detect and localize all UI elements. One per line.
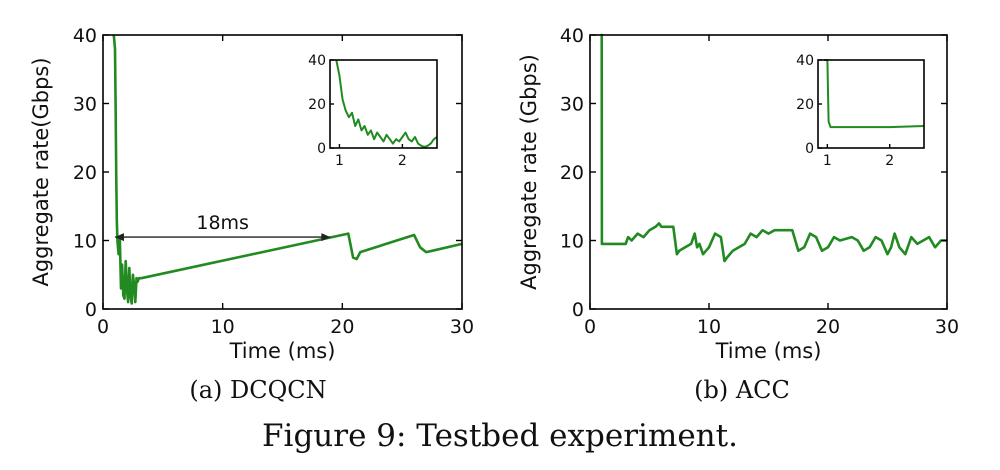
subcaption-b: (b) ACC xyxy=(694,376,790,404)
annotation-arrowhead-right xyxy=(321,233,331,242)
y-tick-label-a-1: 10 xyxy=(73,231,97,253)
y-tick-label-a-2: 20 xyxy=(73,162,97,184)
inset-background-a xyxy=(330,60,437,148)
inset-y-tick-label-b-2: 40 xyxy=(796,53,814,69)
x-tick-label-b-3: 30 xyxy=(935,316,959,338)
y-tick-label-b-0: 0 xyxy=(572,299,584,321)
inset-y-tick-label-a-0: 0 xyxy=(317,141,326,157)
x-tick-label-b-0: 0 xyxy=(584,316,596,338)
y-axis-label-b: Aggregate rate (Gbps) xyxy=(517,54,541,290)
x-tick-label-a-0: 0 xyxy=(97,316,109,338)
series-line-b-0 xyxy=(600,33,947,263)
inset-x-tick-label-a-1: 2 xyxy=(398,153,407,169)
inset-y-tick-label-b-1: 20 xyxy=(796,97,814,113)
annotation-arrowhead-left xyxy=(114,233,124,242)
subcaption-a: (a) DCQCN xyxy=(189,376,326,404)
x-tick-label-b-2: 20 xyxy=(816,316,840,338)
inset-y-tick-label-b-0: 0 xyxy=(805,141,814,157)
y-tick-label-b-2: 20 xyxy=(560,162,584,184)
inset-background-b xyxy=(818,60,924,148)
y-tick-label-b-1: 10 xyxy=(560,231,584,253)
y-axis-label-a: Aggregate rate(Gbps) xyxy=(29,57,53,286)
y-tick-label-b-4: 40 xyxy=(560,25,584,47)
y-tick-label-a-4: 40 xyxy=(73,25,97,47)
inset-x-tick-label-b-0: 1 xyxy=(823,153,832,169)
inset-x-tick-label-a-0: 1 xyxy=(335,153,344,169)
inset-y-tick-label-a-1: 20 xyxy=(308,97,326,113)
series-line-a-0 xyxy=(112,34,463,305)
annotation-label: 18ms xyxy=(196,212,249,234)
inset-y-tick-label-a-2: 40 xyxy=(308,53,326,69)
y-tick-label-a-0: 0 xyxy=(85,299,97,321)
inset-x-tick-label-b-1: 2 xyxy=(885,153,894,169)
inset-series-line-a xyxy=(335,59,438,148)
y-tick-label-b-3: 30 xyxy=(560,94,584,116)
x-tick-label-a-2: 20 xyxy=(330,316,354,338)
x-tick-label-a-3: 30 xyxy=(450,316,474,338)
x-axis-label-b: Time (ms) xyxy=(715,339,822,363)
y-tick-label-a-3: 30 xyxy=(73,94,97,116)
x-axis-label-a: Time (ms) xyxy=(229,339,336,363)
figure-caption: Figure 9: Testbed experiment. xyxy=(262,418,738,454)
x-tick-label-b-1: 10 xyxy=(697,316,721,338)
x-tick-label-a-1: 10 xyxy=(211,316,235,338)
